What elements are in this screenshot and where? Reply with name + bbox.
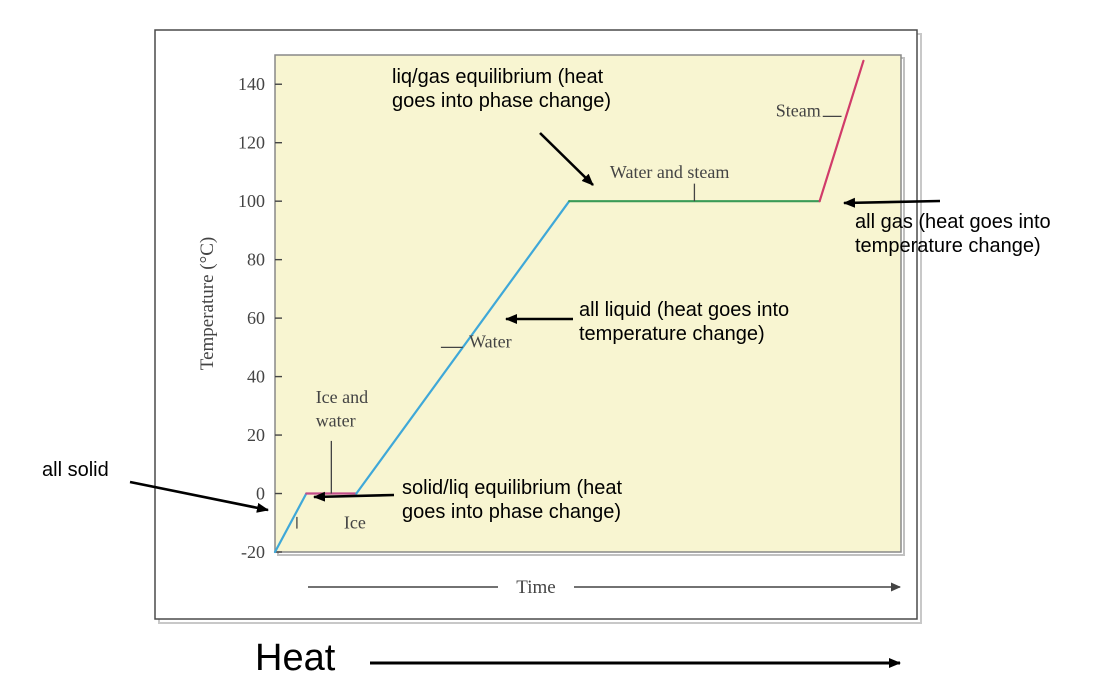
x-axis-label: Time [516, 577, 555, 598]
annotation-sl_eq1-l1: goes into phase change) [402, 501, 621, 523]
y-tick-label: 80 [247, 250, 265, 270]
y-tick-label: 140 [238, 74, 265, 94]
y-tick-label: -20 [241, 542, 265, 562]
y-tick-label: 0 [256, 484, 265, 504]
inside-label-steam_label: Steam [776, 100, 821, 120]
annotation-all_liquid-l1: temperature change) [579, 323, 765, 345]
chart-svg: -20 0 20 40 60 80 100 120 140 Temperature (°C) Ice… [0, 0, 1098, 700]
y-tick-label: 100 [238, 191, 265, 211]
annotation-all_gas-l1: temperature change) [855, 235, 1041, 257]
y-tick-label: 60 [247, 308, 265, 328]
annotation-lg_eq-l1: goes into phase change) [392, 90, 611, 112]
heat-label: Heat [255, 637, 336, 679]
heating-curve-figure: { "figure": { "type": "line", "backgroun… [0, 0, 1098, 700]
y-tick-label: 40 [247, 367, 265, 387]
y-tick-label: 20 [247, 425, 265, 445]
y-axis-label: Temperature (°C) [197, 237, 218, 370]
inside-label-ice_label: Ice [344, 513, 366, 533]
inside-label-icewater_label1: Ice and [316, 387, 368, 407]
inside-label-water_label: Water [469, 331, 512, 351]
annotation-all_gas-l0: all gas (heat goes into [855, 211, 1051, 233]
annotation-all_solid-l0: all solid [42, 459, 109, 481]
y-tick-label: 120 [238, 133, 265, 153]
inside-label-ws_label: Water and steam [610, 162, 730, 182]
inside-label-icewater_label2: water [316, 410, 356, 430]
annotation-all_liquid-l0: all liquid (heat goes into [579, 299, 789, 321]
annotation-lg_eq-l0: liq/gas equilibrium (heat [392, 66, 604, 88]
annotation-sl_eq1-l0: solid/liq equilibrium (heat [402, 477, 623, 499]
